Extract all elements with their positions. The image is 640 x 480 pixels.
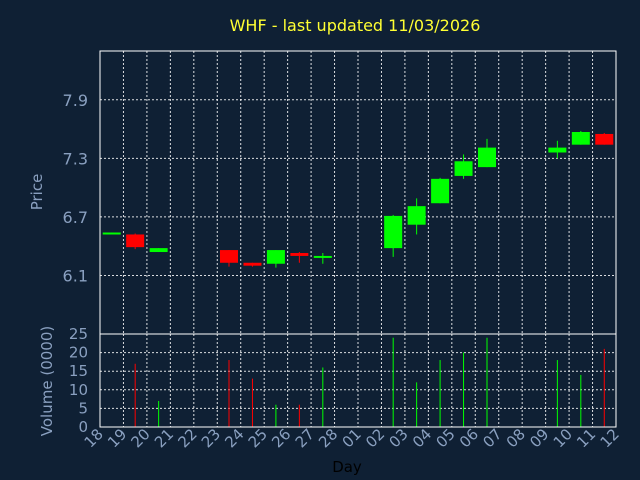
- price-tick-label: 7.3: [63, 149, 88, 168]
- volume-tick-label: 25: [69, 325, 88, 343]
- day-tick-label: 07: [479, 425, 505, 451]
- candle-body-up: [384, 215, 403, 249]
- price-axis-label: Price: [28, 174, 46, 211]
- candle-body-up: [266, 250, 285, 264]
- candles: [102, 131, 614, 268]
- day-tick-label: 05: [432, 425, 458, 451]
- candle-body-up: [548, 147, 567, 153]
- volume-tick-label: 10: [69, 381, 88, 399]
- day-tick-label: 22: [174, 425, 200, 451]
- day-tick-label: 25: [245, 425, 271, 451]
- volume-bars: [134, 337, 605, 427]
- day-tick-label: 23: [198, 425, 224, 451]
- price-tick-label: 6.7: [63, 208, 88, 227]
- candle-body-down: [126, 234, 145, 248]
- candle-body-up: [571, 131, 590, 145]
- volume-tick-label: 15: [69, 362, 88, 380]
- day-tick-label: 19: [104, 425, 130, 451]
- candle-body-down: [290, 253, 309, 256]
- candle-body-up: [478, 147, 496, 168]
- candle-body-down: [220, 250, 238, 263]
- price-grid: [100, 51, 616, 334]
- day-tick-label: 01: [339, 425, 365, 451]
- volume-grid: [100, 334, 616, 427]
- day-tick-label: 28: [315, 425, 341, 451]
- price-tick-label: 7.9: [63, 91, 88, 110]
- day-tick-label: 12: [597, 425, 623, 451]
- candle-body-down: [243, 262, 262, 266]
- candle-body-down: [595, 133, 614, 145]
- day-tick-label: 24: [221, 425, 247, 451]
- day-tick-label: 08: [503, 425, 529, 451]
- volume-tick-label: 20: [69, 344, 88, 362]
- candle-body-up: [407, 206, 426, 225]
- candle-body-up: [102, 232, 121, 235]
- day-tick-label: 10: [550, 425, 576, 451]
- day-tick-label: 27: [292, 425, 318, 451]
- candle-body-up: [431, 178, 450, 204]
- chart-title: WHF - last updated 11/03/2026: [230, 16, 481, 35]
- price-tick-label: 6.1: [63, 266, 88, 285]
- candle-body-up: [149, 248, 168, 253]
- day-tick-label: 02: [362, 425, 388, 451]
- volume-axis-label: Volume (0000): [38, 326, 56, 436]
- day-tick-label: 04: [409, 425, 435, 451]
- candle-body-up: [313, 255, 332, 258]
- day-tick-label: 26: [268, 425, 294, 451]
- day-tick-label: 21: [151, 425, 177, 451]
- volume-tick-label: 0: [78, 418, 88, 436]
- day-tick-label: 09: [526, 425, 552, 451]
- volume-tick-label: 5: [78, 399, 88, 417]
- day-tick-label: 11: [573, 425, 599, 451]
- volume-panel-frame: [99, 333, 617, 428]
- day-tick-labels: 1819202122232425262728010203040506070809…: [81, 425, 623, 451]
- day-tick-label: 06: [456, 425, 482, 451]
- day-tick-label: 03: [386, 425, 412, 451]
- candle-body-up: [454, 161, 473, 176]
- x-axis-label: Day: [332, 458, 362, 476]
- day-tick-label: 20: [128, 425, 154, 451]
- price-tick-labels: 6.1 6.7 7.3 7.9: [63, 91, 88, 286]
